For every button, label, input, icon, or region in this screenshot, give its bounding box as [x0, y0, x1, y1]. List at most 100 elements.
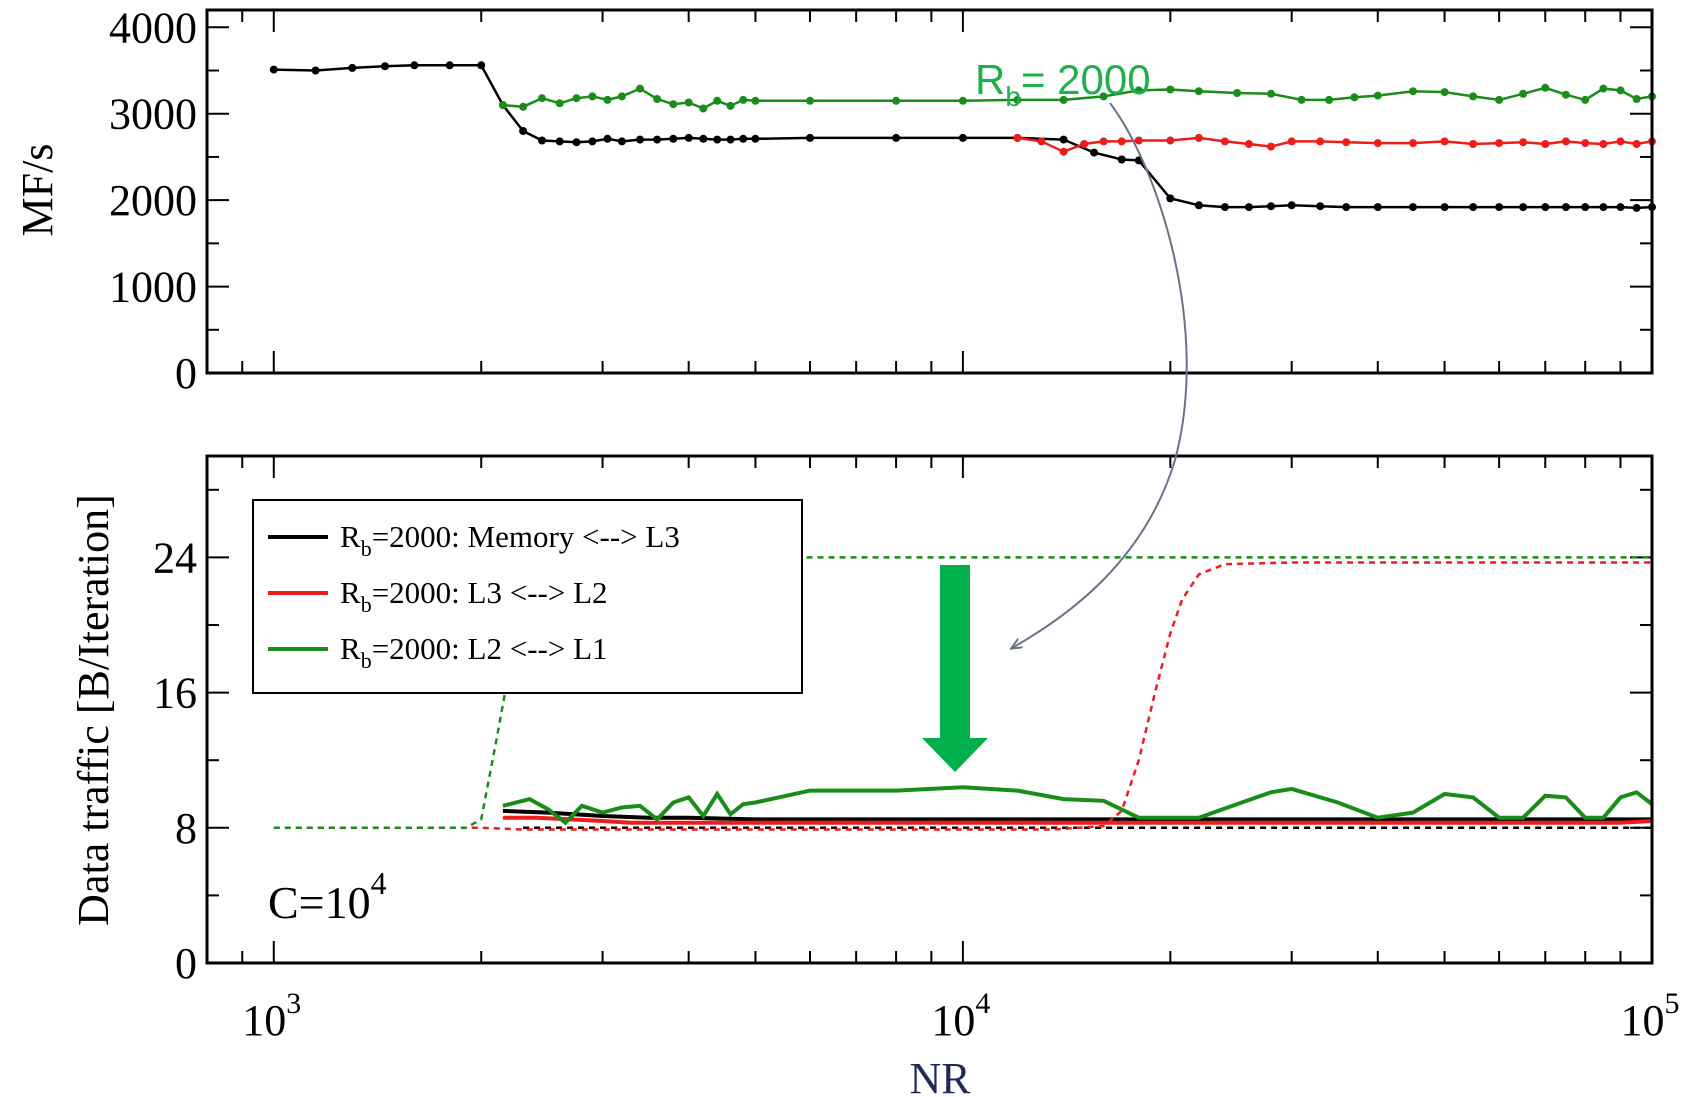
top-data-point: [1117, 155, 1126, 164]
top-data-point: [1166, 85, 1175, 94]
top-data-point: [381, 62, 389, 71]
top-data-point: [1316, 137, 1325, 146]
top-data-point: [1297, 95, 1306, 104]
top-data-point: [669, 134, 678, 143]
top-data-point: [477, 61, 486, 70]
top-data-point: [1616, 203, 1625, 212]
top-data-point: [1373, 91, 1382, 100]
top-data-point: [713, 135, 722, 144]
y-tick-label: 2000: [109, 176, 197, 225]
top-data-point: [269, 65, 278, 74]
top-data-point: [1616, 86, 1625, 95]
top-data-point: [892, 96, 901, 105]
top-data-point: [1541, 83, 1550, 92]
x-tick-label: 105: [1621, 987, 1680, 1045]
top-data-point: [739, 134, 748, 143]
top-data-point: [699, 134, 708, 143]
top-data-point: [1134, 136, 1143, 145]
top-data-point: [1090, 148, 1099, 157]
top-data-point: [1194, 201, 1203, 210]
top-data-point: [1134, 86, 1143, 95]
top-data-point: [603, 95, 612, 104]
top-data-point: [1267, 202, 1275, 211]
top-data-point: [1059, 135, 1068, 144]
top-data-point: [1519, 89, 1528, 98]
top-data-point: [669, 100, 678, 109]
top-data-point: [555, 137, 564, 146]
top-data-point: [1632, 140, 1641, 148]
top-plot-frame: [205, 8, 1654, 375]
top-data-point: [958, 133, 967, 142]
top-data-point: [1599, 84, 1608, 93]
top-data-point: [1194, 87, 1203, 96]
top-data-point: [699, 104, 708, 113]
top-data-point: [1342, 138, 1351, 147]
top-panel: 0 1000 2000 3000 4000 MF/s Rb= 2000: [13, 3, 1656, 398]
top-data-point: [348, 63, 357, 72]
top-data-point: [1316, 202, 1325, 211]
top-data-point: [1099, 137, 1108, 146]
top-data-point: [410, 61, 419, 70]
top-data-point: [1561, 90, 1570, 99]
bottom-y-tick-labels: 0 8 16 24: [153, 533, 197, 988]
top-data-point: [751, 134, 760, 143]
legend-label: Rb=2000: L2 <--> L1: [340, 631, 608, 673]
top-data-point: [806, 96, 814, 105]
legend-label: Rb=2000: L3 <--> L2: [340, 575, 608, 617]
top-data-point: [1013, 95, 1022, 104]
top-data-point: [1233, 89, 1242, 97]
y-tick-label: 1000: [109, 263, 197, 312]
top-data-point: [311, 66, 320, 75]
top-data-point: [603, 134, 612, 143]
top-data-point: [751, 96, 760, 105]
top-data-point: [1632, 203, 1641, 212]
top-data-point: [1267, 89, 1275, 98]
top-data-point: [1350, 93, 1359, 102]
top-data-point: [1287, 201, 1296, 210]
top-data-point: [1409, 203, 1417, 212]
top-data-point: [617, 92, 626, 101]
top-data-point: [1220, 203, 1229, 212]
top-data-point: [1519, 203, 1528, 212]
top-data-point: [1409, 87, 1417, 96]
top-data-point: [1469, 140, 1478, 148]
top-data-point: [1342, 203, 1351, 212]
top-data-point: [892, 133, 901, 142]
top-data-point: [572, 94, 581, 103]
top-data-point: [1099, 92, 1108, 101]
top-data-point: [1220, 137, 1229, 146]
c-annotation: C=104: [268, 865, 387, 928]
top-data-point: [726, 101, 735, 110]
down-arrow-icon: [922, 565, 988, 772]
top-data-point: [1519, 138, 1528, 147]
top-data-point: [1440, 88, 1449, 97]
y-tick-label: 24: [153, 533, 197, 582]
top-data-point: [1440, 137, 1449, 146]
legend-box: [252, 499, 803, 694]
top-data-point: [739, 95, 748, 104]
bottom-plot-frame: [205, 454, 1654, 965]
top-series: [269, 61, 1656, 212]
top-data-point: [1244, 203, 1253, 212]
top-data-point: [1440, 203, 1449, 212]
top-data-point: [1495, 95, 1504, 104]
y-tick-label: 4000: [109, 3, 197, 52]
top-y-tick-labels: 0 1000 2000 3000 4000: [109, 3, 197, 398]
top-data-point: [1373, 203, 1382, 212]
top-data-point: [617, 137, 626, 146]
bottom-series-line: [502, 815, 1653, 825]
top-data-point: [1469, 92, 1478, 101]
top-data-point: [1541, 140, 1550, 148]
y-tick-label: 16: [153, 669, 197, 718]
top-data-point: [653, 135, 662, 144]
top-data-point: [1287, 137, 1296, 146]
y-tick-label: 0: [175, 939, 197, 988]
top-minor-ticks: [206, 10, 1653, 374]
top-data-point: [1325, 95, 1334, 104]
top-data-point: [1059, 95, 1068, 104]
top-data-point: [713, 96, 722, 105]
top-data-point: [1561, 137, 1570, 146]
top-data-point: [1080, 140, 1089, 148]
top-data-point: [726, 135, 735, 144]
top-data-point: [1632, 95, 1641, 103]
